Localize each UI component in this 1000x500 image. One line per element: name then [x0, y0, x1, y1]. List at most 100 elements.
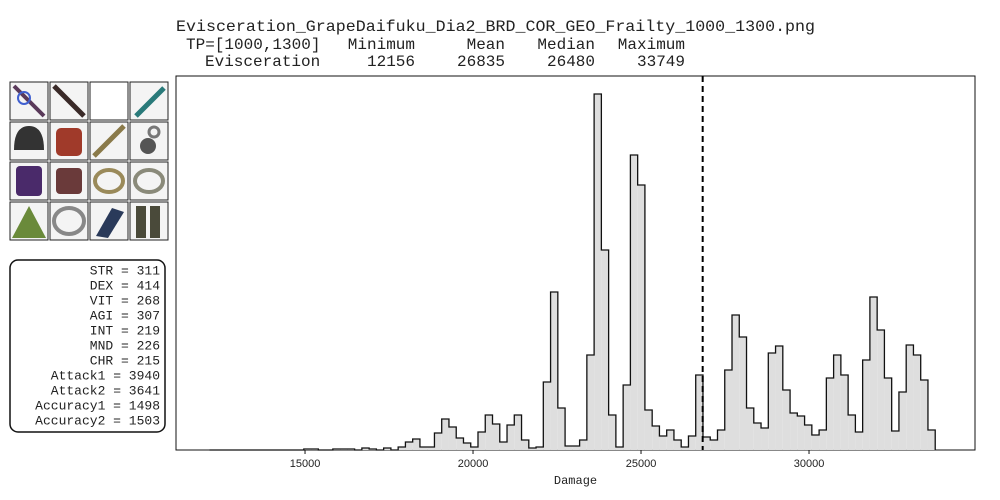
- stats-header: Mean: [467, 36, 505, 54]
- histogram-bar: [833, 355, 841, 450]
- histogram-bar: [804, 425, 812, 450]
- histogram-bar: [688, 436, 696, 450]
- histogram-bar: [927, 430, 936, 450]
- stat-line: CHR = 215: [90, 353, 160, 368]
- histogram-bar: [877, 330, 885, 450]
- histogram-bar: [456, 438, 464, 450]
- histogram-bar: [710, 440, 718, 450]
- histogram-bar: [681, 447, 689, 450]
- histogram-bar: [666, 430, 674, 450]
- histogram-bar: [695, 375, 703, 450]
- histogram-bar: [528, 448, 537, 450]
- stats-value: 12156: [367, 53, 415, 71]
- histogram-bar: [448, 427, 457, 450]
- gear-grid: [9, 81, 169, 241]
- stats-value: 26480: [547, 53, 595, 71]
- histogram-bar: [499, 442, 508, 450]
- stats-value: 33749: [637, 53, 685, 71]
- histogram-bar: [492, 424, 500, 450]
- histogram-bar: [543, 382, 551, 450]
- histogram-bar: [739, 337, 747, 450]
- histogram-bar: [732, 315, 740, 450]
- stat-line: AGI = 307: [90, 308, 160, 323]
- stat-line: Accuracy2 = 1503: [35, 413, 160, 428]
- stats-header: Median: [537, 36, 595, 54]
- histogram-bar: [673, 440, 682, 450]
- histogram-bar: [753, 423, 762, 450]
- histogram-bar: [869, 297, 878, 450]
- stat-line: INT = 219: [90, 323, 160, 338]
- histogram-bar: [485, 415, 493, 450]
- stats-header: TP=[1000,1300]: [186, 36, 320, 54]
- stat-line: STR = 311: [90, 263, 160, 278]
- x-tick-label: 30000: [794, 458, 825, 470]
- histogram-bar: [746, 408, 754, 450]
- histogram-bar: [768, 353, 776, 450]
- histogram-bar: [565, 446, 573, 450]
- histogram-bar: [441, 419, 449, 450]
- histogram-bar: [434, 433, 442, 450]
- histogram-bar: [884, 378, 892, 450]
- stats-row-label: Evisceration: [205, 53, 320, 71]
- histogram-bar: [906, 345, 914, 450]
- histogram-bar: [826, 378, 834, 450]
- histogram-bar: [536, 447, 544, 450]
- stats-header: Maximum: [618, 36, 685, 54]
- chart-title: Evisceration_GrapeDaifuku_Dia2_BRD_COR_G…: [176, 18, 815, 36]
- histogram-bar: [775, 346, 783, 450]
- histogram-bar: [579, 440, 587, 450]
- histogram-bar: [514, 415, 522, 450]
- histogram-bar: [724, 370, 733, 450]
- histogram-bar: [644, 410, 653, 450]
- stat-line: Attack2 = 3641: [51, 383, 160, 398]
- histogram-bar: [521, 440, 529, 450]
- histogram-bar: [557, 408, 566, 450]
- stat-line: DEX = 414: [90, 278, 160, 293]
- histogram-bar: [819, 430, 827, 450]
- histogram-bar: [463, 443, 471, 450]
- histogram-bar: [601, 250, 609, 450]
- histogram-bar: [891, 431, 899, 450]
- histogram-bar: [615, 447, 624, 450]
- histogram-bar: [383, 448, 391, 450]
- histogram-bar: [652, 426, 660, 450]
- histogram-bar: [572, 446, 580, 450]
- histogram-bar: [920, 380, 928, 450]
- histogram-bar: [840, 375, 849, 450]
- histogram-bar: [608, 415, 616, 450]
- x-tick-label: 25000: [626, 458, 657, 470]
- histogram-bar: [811, 435, 820, 450]
- stat-line: Attack1 = 3940: [51, 368, 160, 383]
- stat-line: MND = 226: [90, 338, 160, 353]
- histogram-bar: [405, 442, 413, 450]
- histogram-bar: [848, 415, 856, 450]
- histogram-bar: [361, 448, 370, 450]
- histogram-bar: [898, 392, 907, 450]
- x-axis-label: Damage: [554, 474, 597, 488]
- histogram-bar: [702, 437, 711, 450]
- stats-value: 26835: [457, 53, 505, 71]
- histogram-bar: [507, 425, 515, 450]
- stat-line: Accuracy1 = 1498: [35, 398, 160, 413]
- histogram-bar: [550, 292, 558, 450]
- histogram-bar: [637, 185, 645, 450]
- histogram-bar: [790, 413, 798, 450]
- histogram-bar: [797, 416, 805, 450]
- histogram-bar: [470, 447, 478, 450]
- histogram-bar: [717, 430, 725, 450]
- histogram-bar: [419, 447, 428, 450]
- histogram-bar: [913, 355, 921, 450]
- histogram-bar: [623, 385, 631, 450]
- x-tick-label: 20000: [458, 458, 489, 470]
- histogram-bar: [782, 390, 791, 450]
- histogram-bar: [412, 439, 420, 450]
- x-tick-label: 15000: [290, 458, 321, 470]
- histogram-bar: [659, 436, 667, 450]
- stat-line: VIT = 268: [90, 293, 160, 308]
- plot-frame: [175, 75, 976, 451]
- histogram-outline: [209, 93, 936, 451]
- histogram-bar: [630, 155, 638, 450]
- histogram-bar: [862, 360, 870, 450]
- histogram-bar: [427, 447, 435, 450]
